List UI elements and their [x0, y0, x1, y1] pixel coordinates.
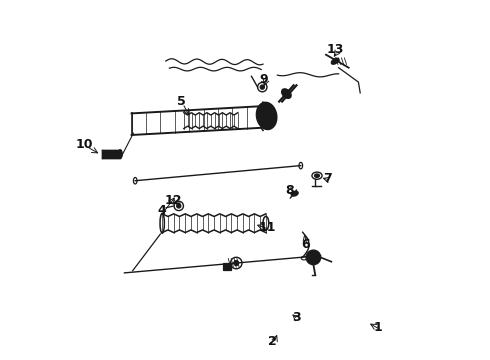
- Text: 10: 10: [76, 138, 94, 151]
- Ellipse shape: [282, 89, 291, 98]
- Text: 11: 11: [259, 221, 276, 234]
- Circle shape: [260, 85, 265, 89]
- Circle shape: [306, 250, 320, 265]
- Text: 8: 8: [286, 184, 294, 197]
- Text: 2: 2: [268, 335, 276, 348]
- Circle shape: [310, 254, 317, 261]
- Bar: [102, 150, 121, 158]
- Text: 3: 3: [292, 311, 300, 324]
- Text: 4: 4: [157, 204, 166, 217]
- Bar: [223, 263, 231, 270]
- Text: 6: 6: [301, 238, 310, 251]
- Text: 12: 12: [164, 194, 182, 207]
- Text: 1: 1: [374, 321, 383, 334]
- Circle shape: [176, 204, 181, 208]
- Text: 13: 13: [327, 43, 344, 56]
- Text: 9: 9: [259, 73, 268, 86]
- Ellipse shape: [118, 150, 122, 158]
- Ellipse shape: [258, 104, 272, 124]
- Circle shape: [234, 261, 239, 266]
- Ellipse shape: [257, 103, 277, 129]
- Text: 7: 7: [323, 172, 331, 185]
- Ellipse shape: [332, 58, 339, 64]
- Text: 5: 5: [176, 95, 185, 108]
- Ellipse shape: [315, 174, 319, 177]
- Ellipse shape: [291, 191, 298, 196]
